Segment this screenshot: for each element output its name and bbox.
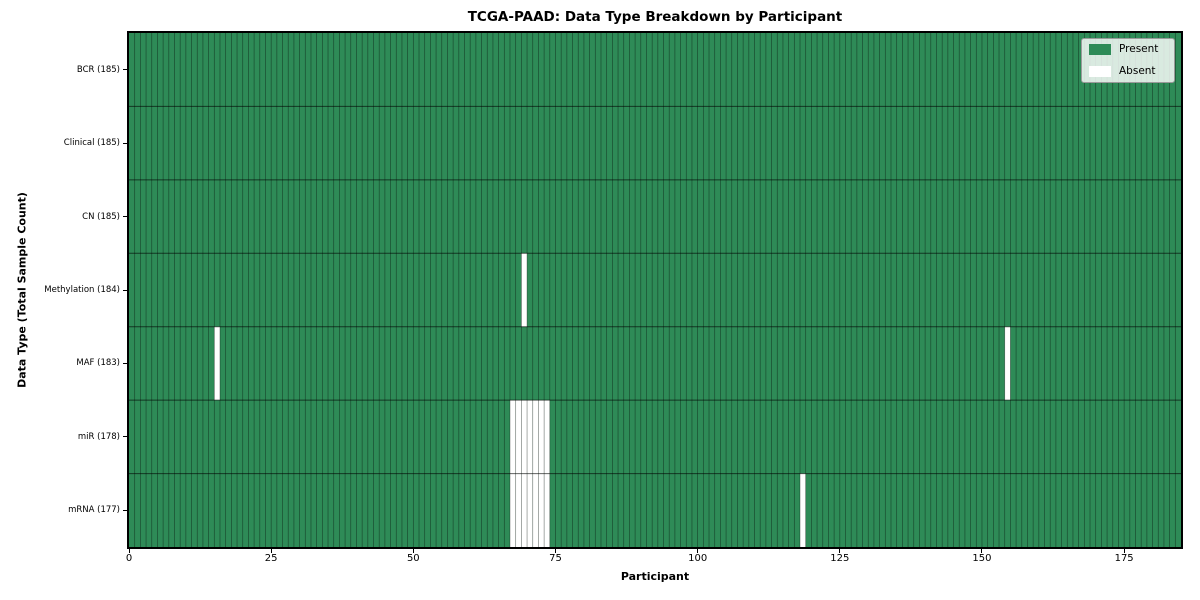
x-tick-label: 125 <box>830 553 850 564</box>
x-tick-label: 100 <box>688 553 708 564</box>
x-tick-mark <box>697 549 699 553</box>
x-tick-mark <box>554 549 556 553</box>
absent-cell <box>515 400 522 474</box>
row-label: Clinical (185) <box>63 138 120 149</box>
row-label: MAF (183) <box>76 358 120 369</box>
absent-swatch <box>1089 66 1111 77</box>
x-axis-label: Participant <box>620 570 690 583</box>
present-area <box>129 33 1181 547</box>
x-tick-mark <box>839 549 841 553</box>
y-tick-mark <box>123 216 127 218</box>
plot-area <box>127 31 1183 549</box>
absent-cell <box>509 400 516 474</box>
x-tick-label: 25 <box>264 553 278 564</box>
x-tick-mark <box>412 549 414 553</box>
heatmap-grid <box>129 33 1181 547</box>
legend: Present Absent <box>1081 38 1175 83</box>
absent-cell <box>521 253 528 327</box>
y-tick-mark <box>123 289 127 291</box>
absent-cell <box>538 473 545 547</box>
absent-cell <box>515 473 522 547</box>
y-tick-mark <box>123 142 127 144</box>
x-tick-label: 175 <box>1114 553 1134 564</box>
absent-cell <box>214 326 220 401</box>
absent-cell <box>521 400 528 474</box>
cell-border-lines <box>134 33 1176 547</box>
legend-item-absent: Absent <box>1089 66 1166 77</box>
y-tick-mark <box>123 362 127 364</box>
x-tick-mark <box>981 549 983 553</box>
absent-cell <box>509 473 516 547</box>
x-tick-mark <box>128 549 130 553</box>
absent-cell <box>527 473 533 547</box>
x-tick-mark <box>270 549 272 553</box>
absent-cell <box>800 473 806 547</box>
x-tick-label: 0 <box>125 553 133 564</box>
absent-cell <box>521 473 528 547</box>
row-label: BCR (185) <box>76 64 120 75</box>
y-tick-mark <box>123 509 127 511</box>
absent-cell <box>1004 326 1011 401</box>
absent-cell <box>544 400 550 474</box>
legend-label-absent: Absent <box>1119 65 1156 78</box>
chart-title: TCGA-PAAD: Data Type Breakdown by Partic… <box>467 9 843 25</box>
legend-item-present: Present <box>1089 44 1166 55</box>
row-label: mRNA (177) <box>68 505 120 516</box>
x-tick-label: 150 <box>972 553 992 564</box>
row-label: CN (185) <box>82 211 120 222</box>
x-tick-label: 50 <box>406 553 420 564</box>
row-label: Methylation (184) <box>44 285 120 295</box>
y-tick-mark <box>123 436 127 438</box>
x-tick-mark <box>1123 549 1125 553</box>
row-label: miR (178) <box>77 431 120 442</box>
absent-cell <box>538 400 545 474</box>
present-swatch <box>1089 44 1111 55</box>
row-border-lines <box>129 105 1181 475</box>
legend-label-present: Present <box>1119 43 1159 56</box>
absent-cell <box>532 473 539 547</box>
x-tick-label: 75 <box>549 553 562 564</box>
absent-cell <box>532 400 539 474</box>
y-tick-mark <box>123 69 127 71</box>
absent-cell <box>527 400 533 474</box>
absent-cell <box>544 473 550 547</box>
